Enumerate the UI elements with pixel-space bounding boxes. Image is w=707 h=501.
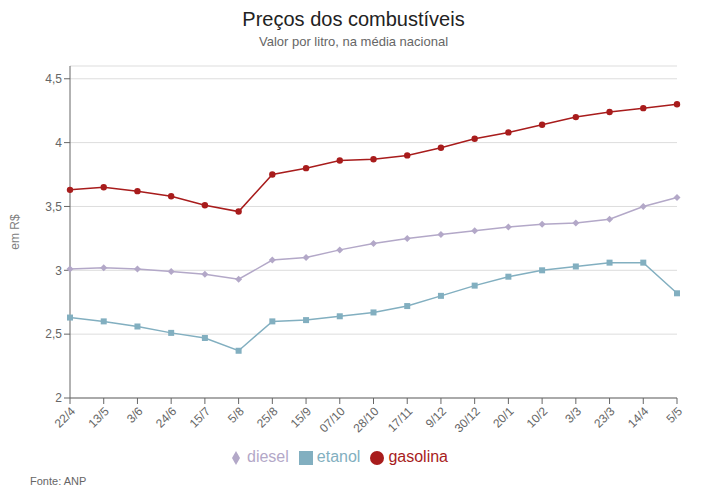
svg-text:22/4: 22/4 xyxy=(52,404,79,431)
svg-text:9/12: 9/12 xyxy=(423,404,450,431)
svg-text:4: 4 xyxy=(55,136,62,150)
html-text:gasolina: gasolina xyxy=(388,448,448,465)
svg-text:4,5: 4,5 xyxy=(45,72,62,86)
svg-text:em R$: em R$ xyxy=(8,214,22,250)
svg-text:2,5: 2,5 xyxy=(45,327,62,341)
svg-text:23/3: 23/3 xyxy=(591,404,618,431)
svg-text:14/4: 14/4 xyxy=(625,404,652,431)
svg-text:10/2: 10/2 xyxy=(524,404,551,431)
svg-text:25/8: 25/8 xyxy=(254,404,281,431)
svg-text:5/5: 5/5 xyxy=(663,404,685,426)
svg-text:3: 3 xyxy=(55,264,62,278)
html-text:Fonte: ANP: Fonte: ANP xyxy=(30,475,87,487)
svg-text:07/10: 07/10 xyxy=(317,404,348,435)
svg-text:3,5: 3,5 xyxy=(45,200,62,214)
html-text:etanol: etanol xyxy=(316,448,361,465)
svg-text:28/10: 28/10 xyxy=(351,404,382,435)
svg-text:17/11: 17/11 xyxy=(385,404,416,435)
svg-text:20/1: 20/1 xyxy=(490,404,517,431)
svg-text:15/9: 15/9 xyxy=(288,404,315,431)
svg-text:3/6: 3/6 xyxy=(124,404,146,426)
svg-text:24/6: 24/6 xyxy=(153,404,180,431)
svg-text:3/3: 3/3 xyxy=(562,404,584,426)
svg-text:15/7: 15/7 xyxy=(187,404,214,431)
svg-text:30/12: 30/12 xyxy=(452,404,483,435)
html-text:Valor por litro, na média naci: Valor por litro, na média nacional xyxy=(259,34,448,49)
html-text:Preços dos combustíveis: Preços dos combustíveis xyxy=(242,8,465,30)
html-text:diesel: diesel xyxy=(247,448,289,465)
svg-text:13/5: 13/5 xyxy=(85,404,112,431)
svg-text:5/8: 5/8 xyxy=(225,404,247,426)
svg-text:2: 2 xyxy=(55,391,62,405)
